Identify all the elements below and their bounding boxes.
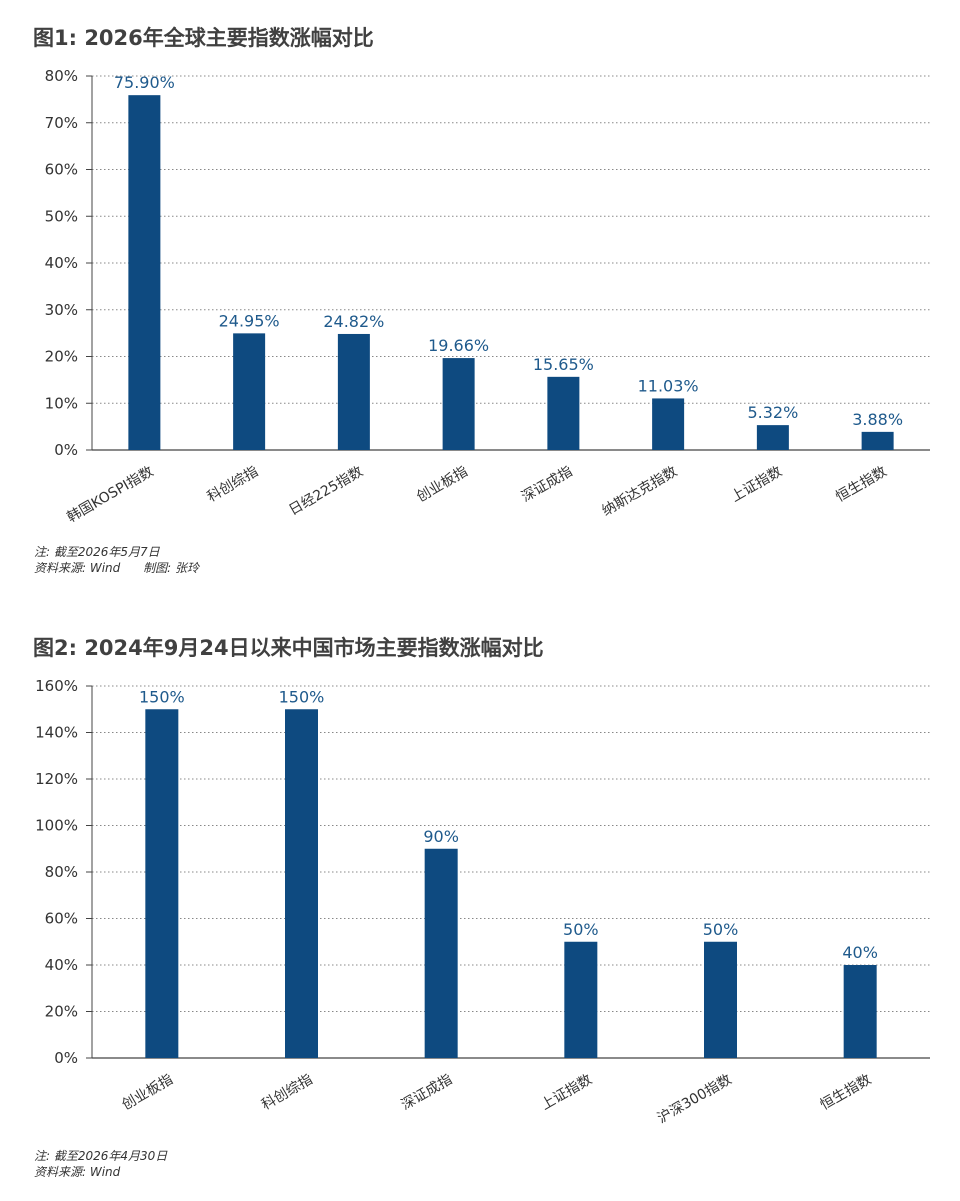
bar xyxy=(128,95,161,451)
bar xyxy=(861,431,894,450)
bar xyxy=(547,376,580,450)
y-tick-label: 40% xyxy=(45,254,78,272)
y-tick-label: 80% xyxy=(45,67,78,85)
source-line: 资料来源: Wind xyxy=(34,1165,121,1179)
y-tick-label: 20% xyxy=(45,348,78,366)
y-tick-label: 50% xyxy=(45,207,78,225)
x-tick-label: 科创综指 xyxy=(259,1072,315,1114)
data-label: 90% xyxy=(423,827,459,846)
bar xyxy=(337,333,370,450)
data-label: 15.65% xyxy=(533,355,594,374)
chart-title: 图1: 2026年全球主要指数涨幅对比 xyxy=(33,26,374,50)
x-tick-label: 上证指数 xyxy=(538,1072,594,1114)
figure-1: 图1: 2026年全球主要指数涨幅对比 0% 10% 20% 30% 40% 50% 60%… xyxy=(0,0,960,600)
chart-notes: 注: 截至2026年5月7日 资料来源: Wind 制图: 张玲 xyxy=(34,544,199,576)
x-tick-label: 创业板指 xyxy=(414,464,470,506)
bar xyxy=(564,941,598,1058)
y-tick-label: 20% xyxy=(45,1003,78,1021)
bar xyxy=(285,709,318,1058)
y-tick-label: 30% xyxy=(45,301,78,319)
y-tick-label: 140% xyxy=(35,724,78,742)
x-tick-label: 沪深300指数 xyxy=(655,1072,735,1127)
data-label: 50% xyxy=(563,920,599,939)
y-tick-label: 70% xyxy=(45,114,78,132)
bar xyxy=(704,941,737,1058)
x-tick-label: 深证成指 xyxy=(399,1072,455,1114)
y-tick-label: 60% xyxy=(45,910,78,928)
y-tick-label: 100% xyxy=(35,817,78,835)
y-tick-label: 40% xyxy=(45,956,78,974)
x-tick-label: 科创综指 xyxy=(205,464,261,506)
y-tick-label: 80% xyxy=(45,863,78,881)
bar-chart-1: 0% 10% 20% 30% 40% 50% 60% 70% 80% 75.90% 韩国KOSPI指… xyxy=(45,67,930,526)
y-tick-label: 0% xyxy=(54,1049,78,1067)
figure-2: 图2: 2024年9月24日以来中国市场主要指数涨幅对比 0% 20% 40% 60%… xyxy=(0,600,960,1201)
x-tick-label: 创业板指 xyxy=(119,1072,175,1114)
x-tick-label: 恒生指数 xyxy=(833,464,889,506)
y-tick-label: 10% xyxy=(45,394,78,412)
x-tick-label: 深证成指 xyxy=(519,464,575,506)
y-tick-label: 160% xyxy=(35,677,78,695)
data-label: 150% xyxy=(139,687,185,706)
data-label: 50% xyxy=(703,920,739,939)
chart-title: 图2: 2024年9月24日以来中国市场主要指数涨幅对比 xyxy=(33,636,544,660)
x-tick-label: 韩国KOSPI指数 xyxy=(64,464,156,526)
bar xyxy=(424,848,458,1058)
note-line: 注: 截至2026年4月30日 xyxy=(34,1149,168,1163)
data-label: 5.32% xyxy=(747,403,798,422)
data-label: 24.82% xyxy=(323,312,384,331)
data-label: 11.03% xyxy=(638,376,699,395)
chart-notes: 注: 截至2026年4月30日 资料来源: Wind xyxy=(34,1148,167,1180)
data-label: 150% xyxy=(279,687,325,706)
note-line: 注: 截至2026年5月7日 xyxy=(34,545,160,559)
x-tick-label: 日经225指数 xyxy=(286,464,366,519)
data-label: 40% xyxy=(842,943,878,962)
data-label: 19.66% xyxy=(428,336,489,355)
data-label: 75.90% xyxy=(114,73,175,92)
bar xyxy=(652,398,685,450)
data-label: 24.95% xyxy=(219,311,280,330)
bar xyxy=(233,333,266,450)
y-tick-label: 0% xyxy=(54,441,78,459)
x-tick-label: 上证指数 xyxy=(728,464,784,506)
bar xyxy=(756,425,789,450)
y-tick-label: 60% xyxy=(45,161,78,179)
x-tick-label: 恒生指数 xyxy=(818,1072,874,1114)
bar xyxy=(843,965,877,1058)
bar-chart-2: 0% 20% 40% 60% 80% 100% 120% 140% 160% 150% 创业板指 15… xyxy=(35,677,930,1127)
x-tick-label: 纳斯达克指数 xyxy=(599,464,680,520)
bar xyxy=(442,358,475,450)
bar xyxy=(145,709,179,1058)
source-line: 资料来源: Wind 制图: 张玲 xyxy=(34,561,200,575)
data-label: 3.88% xyxy=(852,410,903,429)
y-tick-label: 120% xyxy=(35,770,78,788)
